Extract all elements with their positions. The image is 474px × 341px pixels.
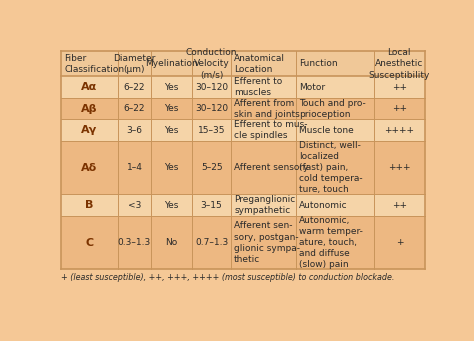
Text: B: B — [85, 200, 94, 210]
Bar — [61, 51, 425, 76]
Text: Autonomic,
warm temper-
ature, touch,
and diffuse
(slow) pain: Autonomic, warm temper- ature, touch, an… — [299, 216, 363, 269]
Text: Yes: Yes — [164, 125, 179, 135]
Text: Distinct, well-
localized
(fast) pain,
cold tempera-
ture, touch: Distinct, well- localized (fast) pain, c… — [299, 141, 362, 194]
Bar — [61, 216, 425, 269]
Text: Touch and pro-
prioception: Touch and pro- prioception — [299, 99, 365, 119]
Text: Anatomical
Location: Anatomical Location — [234, 54, 285, 74]
Text: Aδ: Aδ — [82, 163, 98, 173]
Text: 3–6: 3–6 — [127, 125, 142, 135]
Text: 5–25: 5–25 — [201, 163, 222, 172]
Bar — [61, 194, 425, 216]
Text: +++: +++ — [388, 163, 410, 172]
Text: ++++: ++++ — [384, 125, 414, 135]
Text: Aα: Aα — [82, 82, 98, 92]
Text: C: C — [85, 238, 93, 248]
Text: 3–15: 3–15 — [201, 201, 222, 210]
Text: Afferent from
skin and joints: Afferent from skin and joints — [234, 99, 300, 119]
Text: <3: <3 — [128, 201, 141, 210]
Text: Motor: Motor — [299, 83, 325, 92]
Text: Aβ: Aβ — [81, 104, 98, 114]
Text: Afferent sensory: Afferent sensory — [234, 163, 309, 172]
Text: 15–35: 15–35 — [198, 125, 226, 135]
Bar — [61, 98, 425, 119]
Bar — [61, 76, 425, 98]
Text: 0.7–1.3: 0.7–1.3 — [195, 238, 228, 247]
Text: 0.3–1.3: 0.3–1.3 — [118, 238, 151, 247]
Bar — [61, 119, 425, 141]
Text: 30–120: 30–120 — [195, 104, 228, 113]
Text: 6–22: 6–22 — [124, 83, 145, 92]
Text: Afferent sen-
sory, postgan-
glionic sympa-
thetic: Afferent sen- sory, postgan- glionic sym… — [234, 221, 300, 264]
Text: 1–4: 1–4 — [127, 163, 142, 172]
Text: ++: ++ — [392, 83, 407, 92]
Text: 6–22: 6–22 — [124, 104, 145, 113]
Text: ++: ++ — [392, 104, 407, 113]
Text: Local
Anesthetic
Susceptibility: Local Anesthetic Susceptibility — [369, 48, 430, 79]
Text: + (least susceptible), ++, +++, ++++ (most susceptible) to conduction blockade.: + (least susceptible), ++, +++, ++++ (mo… — [61, 273, 394, 282]
Text: Diameter
(μm): Diameter (μm) — [113, 54, 155, 74]
Text: 30–120: 30–120 — [195, 83, 228, 92]
Text: Efferent to
muscles: Efferent to muscles — [234, 77, 283, 97]
Text: Aγ: Aγ — [82, 125, 98, 135]
Text: Yes: Yes — [164, 104, 179, 113]
Text: Conduction
Velocity
(m/s): Conduction Velocity (m/s) — [186, 48, 237, 79]
Text: +: + — [396, 238, 403, 247]
Text: Function: Function — [299, 59, 337, 69]
Text: Autonomic: Autonomic — [299, 201, 347, 210]
Text: No: No — [165, 238, 178, 247]
Text: Fiber
Classification: Fiber Classification — [64, 54, 124, 74]
Text: ++: ++ — [392, 201, 407, 210]
Text: Yes: Yes — [164, 163, 179, 172]
Text: Muscle tone: Muscle tone — [299, 125, 354, 135]
Text: Yes: Yes — [164, 201, 179, 210]
Text: Myelination: Myelination — [145, 59, 198, 69]
Text: Yes: Yes — [164, 83, 179, 92]
Text: Efferent to mus-
cle spindles: Efferent to mus- cle spindles — [234, 120, 308, 140]
Text: Preganglionic
sympathetic: Preganglionic sympathetic — [234, 195, 295, 215]
Bar — [61, 141, 425, 194]
